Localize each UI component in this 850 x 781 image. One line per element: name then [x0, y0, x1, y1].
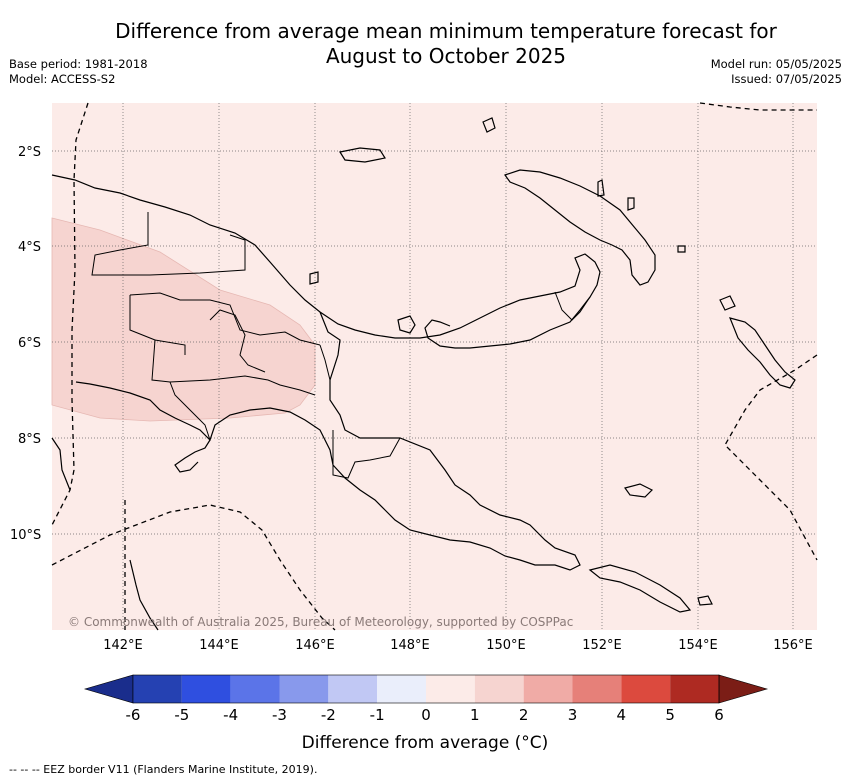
colorbar [83, 674, 769, 704]
issue-info: Model run: 05/05/2025 Issued: 07/05/2025 [711, 57, 842, 87]
graticule [52, 103, 817, 630]
lon-label: 154°E [678, 638, 718, 653]
colorbar-tick-label: -4 [223, 706, 238, 724]
colorbar-segment [572, 675, 622, 703]
colorbar-tick-label: 6 [714, 706, 724, 724]
issued-date: Issued: 07/05/2025 [731, 72, 842, 86]
lon-label: 144°E [199, 638, 239, 653]
latitude-labels: 2°S 4°S 6°S 8°S 10°S [10, 145, 41, 543]
colorbar-segment [279, 675, 329, 703]
lon-label: 150°E [486, 638, 526, 653]
lon-label: 142°E [103, 638, 143, 653]
colorbar-tick-label: -2 [321, 706, 336, 724]
lat-label: 4°S [18, 240, 41, 255]
model-name: Model: ACCESS-S2 [9, 72, 116, 86]
model-info: Base period: 1981-2018 Model: ACCESS-S2 [9, 57, 148, 87]
colorbar-segment [181, 675, 231, 703]
longitude-labels: 142°E 144°E 146°E 148°E 150°E 152°E 154°… [103, 638, 813, 653]
colorbar-extend-high [718, 674, 769, 704]
colorbar-label: Difference from average (°C) [301, 733, 549, 753]
province-boundaries [91, 212, 591, 479]
map-title: Difference from average mean minimum tem… [0, 19, 850, 69]
model-run: Model run: 05/05/2025 [710, 57, 842, 71]
colorbar-segment [474, 675, 524, 703]
lat-label: 2°S [18, 145, 41, 160]
lat-label: 6°S [18, 336, 41, 351]
coastlines [51, 117, 796, 631]
colorbar-tick-label: 1 [470, 706, 480, 724]
lon-label: 156°E [773, 638, 813, 653]
colorbar-segment [328, 675, 378, 703]
colorbar-tick-label: 4 [617, 706, 627, 724]
colorbar-tick-label: 0 [421, 706, 431, 724]
colorbar-tick-label: 3 [568, 706, 578, 724]
copyright-notice: © Commonwealth of Australia 2025, Bureau… [68, 615, 573, 629]
colorbar-tick-label: -5 [174, 706, 189, 724]
colorbar-frame [132, 674, 720, 704]
eez-footnote: -- -- -- EEZ border V11 (Flanders Marine… [9, 763, 318, 776]
colorbar-ticks: -6 -5 -4 -3 -2 -1 0 1 2 3 4 5 6 [126, 706, 724, 724]
colorbar-tick-label: -1 [370, 706, 385, 724]
base-period: Base period: 1981-2018 [9, 57, 148, 71]
colorbar-tick-label: -3 [272, 706, 287, 724]
colorbar-extend-low [83, 674, 134, 704]
lat-label: 10°S [10, 528, 41, 543]
colorbar-tick-label: 5 [665, 706, 675, 724]
colorbar-segment [670, 675, 719, 703]
colorbar-segment [230, 675, 280, 703]
lat-label: 8°S [18, 432, 41, 447]
lon-label: 148°E [390, 638, 430, 653]
colorbar-segment [377, 675, 426, 703]
colorbar-segment [523, 675, 573, 703]
lon-label: 146°E [295, 638, 335, 653]
colorbar-segment [621, 675, 671, 703]
lon-label: 152°E [582, 638, 622, 653]
title-line-1: Difference from average mean minimum tem… [115, 19, 777, 43]
colorbar-segment [426, 675, 475, 703]
colorbar-tick-label: -6 [126, 706, 141, 724]
colorbar-segment [133, 675, 182, 703]
eez-borders [51, 102, 818, 631]
colorbar-tick-label: 2 [519, 706, 529, 724]
title-line-2: August to October 2025 [325, 44, 567, 68]
